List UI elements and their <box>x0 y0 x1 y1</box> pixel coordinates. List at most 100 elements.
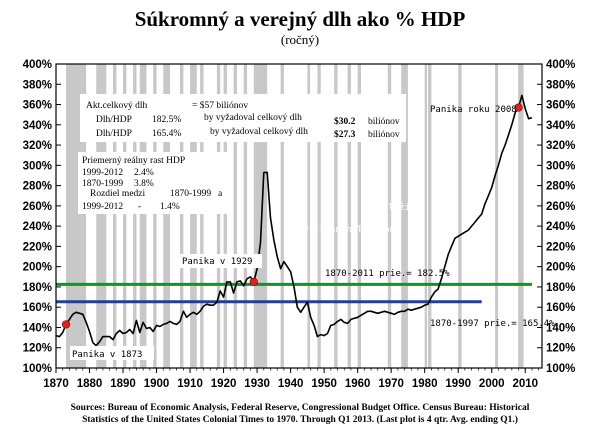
recession-bar-12 <box>223 64 227 368</box>
recession-bar-19 <box>334 64 338 368</box>
box1-row1-value: = $57 biliónov <box>192 100 248 111</box>
recession-bar-3 <box>123 64 127 368</box>
y-tick-label-left-14: 380% <box>23 79 52 91</box>
box1-row2-text: by vyžadoval celkový dlh <box>204 113 302 123</box>
y-tick-label-right-8: 260% <box>546 201 575 213</box>
y-tick-label-left-6: 220% <box>23 241 52 253</box>
x-tick-label-10: 1970 <box>378 378 404 390</box>
recession-bar-18 <box>317 64 321 368</box>
gdp-growth-box: Priemerný reálny rast HDP 1999-2012 2.4%… <box>78 152 230 214</box>
y-tick-label-right-6: 220% <box>546 241 575 253</box>
recession-bar-6 <box>153 64 157 368</box>
recession-bar-21 <box>357 64 362 368</box>
plot-frame <box>55 63 543 369</box>
recession-bar-16 <box>280 64 284 368</box>
source-line1: Sources: Bureau of Economic Analysis, Fe… <box>71 403 530 413</box>
recession-bar-8 <box>180 64 184 368</box>
x-tick-label-14: 2010 <box>512 378 538 390</box>
box1-row2-pct: 182.5% <box>152 115 181 125</box>
y-tick-label-left-5: 200% <box>23 262 52 274</box>
chart-subtitle: (ročný) <box>281 32 319 47</box>
series-line <box>55 94 533 347</box>
y-tick-label-left-7: 240% <box>23 221 52 233</box>
recession-bar-4 <box>133 64 137 368</box>
y-tick-label-left-3: 160% <box>23 302 52 314</box>
y-tick-label-left-10: 300% <box>23 160 52 172</box>
green-line-label: 1870-2011 prie.= 182.5% <box>325 269 450 279</box>
box1-row3-pct: 165.4% <box>152 129 181 139</box>
box2-diff-period: 1870-1999 <box>170 189 211 199</box>
x-tick-label-11: 1980 <box>412 378 438 390</box>
recession-bar-2 <box>112 64 117 368</box>
blue-line-label: 1870-1997 prie.= 165.4% <box>430 319 555 329</box>
recession-bar-27 <box>495 64 499 368</box>
y-tick-label-right-0: 100% <box>546 363 575 375</box>
recession-bar-9 <box>190 64 197 368</box>
recession-bar-23 <box>401 64 408 368</box>
x-tick-label-8: 1950 <box>311 378 337 390</box>
recession-bar-28 <box>518 64 524 368</box>
box2-diff-period2: 1999-2012 <box>82 202 123 212</box>
recession-bar-25 <box>428 64 432 368</box>
recession-bar-22 <box>387 64 392 368</box>
x-tick-label-2: 1890 <box>110 378 136 390</box>
recession-bar-26 <box>458 64 462 368</box>
y-tick-label-right-12: 340% <box>546 120 575 132</box>
y-tick-label-right-4: 180% <box>546 282 575 294</box>
y-tick-label-right-11: 320% <box>546 140 575 152</box>
watermark-line2: www.FinancnyTrh.com <box>292 225 395 235</box>
y-tick-label-right-1: 120% <box>546 343 575 355</box>
box1-row2-label: Dlh/HDP <box>96 115 132 125</box>
panic-marker-2 <box>514 103 523 112</box>
box1-row1-label: Akt.celkový dlh <box>86 101 147 111</box>
box2-diff-label: Rozdiel medzi <box>90 189 145 199</box>
y-tick-label-right-2: 140% <box>546 322 575 334</box>
y-tick-label-left-13: 360% <box>23 100 52 112</box>
x-tick-label-0: 1870 <box>43 378 69 390</box>
y-tick-label-left-4: 180% <box>23 282 52 294</box>
panic-markers <box>61 103 523 329</box>
box2-title: Priemerný reálny rast HDP <box>82 156 185 166</box>
recession-bars <box>66 64 524 368</box>
y-tick-label-left-12: 340% <box>23 120 52 132</box>
recession-bar-7 <box>163 64 170 368</box>
x-tick-label-13: 2000 <box>479 378 505 390</box>
y-tick-label-left-11: 320% <box>23 140 52 152</box>
box1-row3-amount: $27.3 <box>334 129 356 140</box>
x-tick-label-5: 1920 <box>211 378 237 390</box>
x-tick-label-12: 1990 <box>445 378 471 390</box>
box1-row3-text: by vyžadoval celkový dlh <box>210 127 308 137</box>
y-tick-label-left-8: 260% <box>23 201 52 213</box>
y-tick-label-right-5: 200% <box>546 262 575 274</box>
recession-bar-13 <box>233 64 237 368</box>
y-tick-label-right-10: 300% <box>546 160 575 172</box>
box1-row2-amount: $30.2 <box>334 116 356 127</box>
panic-marker-1 <box>249 277 258 286</box>
box1-row2-unit: biliónov <box>368 117 400 127</box>
y-tick-label-right-9: 280% <box>546 181 575 193</box>
watermark-line1: Preložil: <box>372 203 421 213</box>
y-tick-label-left-15: 400% <box>23 59 52 71</box>
recession-bar-17 <box>307 64 311 368</box>
box2-period2: 1870-1999 <box>82 179 123 189</box>
panic-marker-0 <box>61 320 71 329</box>
x-tick-label-3: 1900 <box>144 378 170 390</box>
y-tick-label-right-14: 380% <box>546 79 575 91</box>
box1-row3-unit: biliónov <box>368 130 400 140</box>
recession-bar-24 <box>424 64 428 368</box>
x-tick-label-7: 1940 <box>278 378 304 390</box>
source-line2: Statistics of the United States Colonial… <box>82 414 518 425</box>
panic-1929-label: Panika v 1929 <box>182 257 252 267</box>
recession-bar-10 <box>200 64 204 368</box>
y-tick-label-right-15: 400% <box>546 59 575 71</box>
box2-period1-value: 2.4% <box>134 168 154 178</box>
y-tick-label-right-3: 160% <box>546 302 575 314</box>
y-tick-label-right-7: 240% <box>546 221 575 233</box>
panic-1873-label: Panika v 1873 <box>72 350 142 360</box>
box2-diff-and: a <box>218 189 223 199</box>
x-tick-label-6: 1930 <box>244 378 270 390</box>
y-tick-label-left-9: 280% <box>23 181 52 193</box>
recession-bar-1 <box>96 64 107 368</box>
panic-2008-label: Panika roku 2008 <box>430 105 517 115</box>
